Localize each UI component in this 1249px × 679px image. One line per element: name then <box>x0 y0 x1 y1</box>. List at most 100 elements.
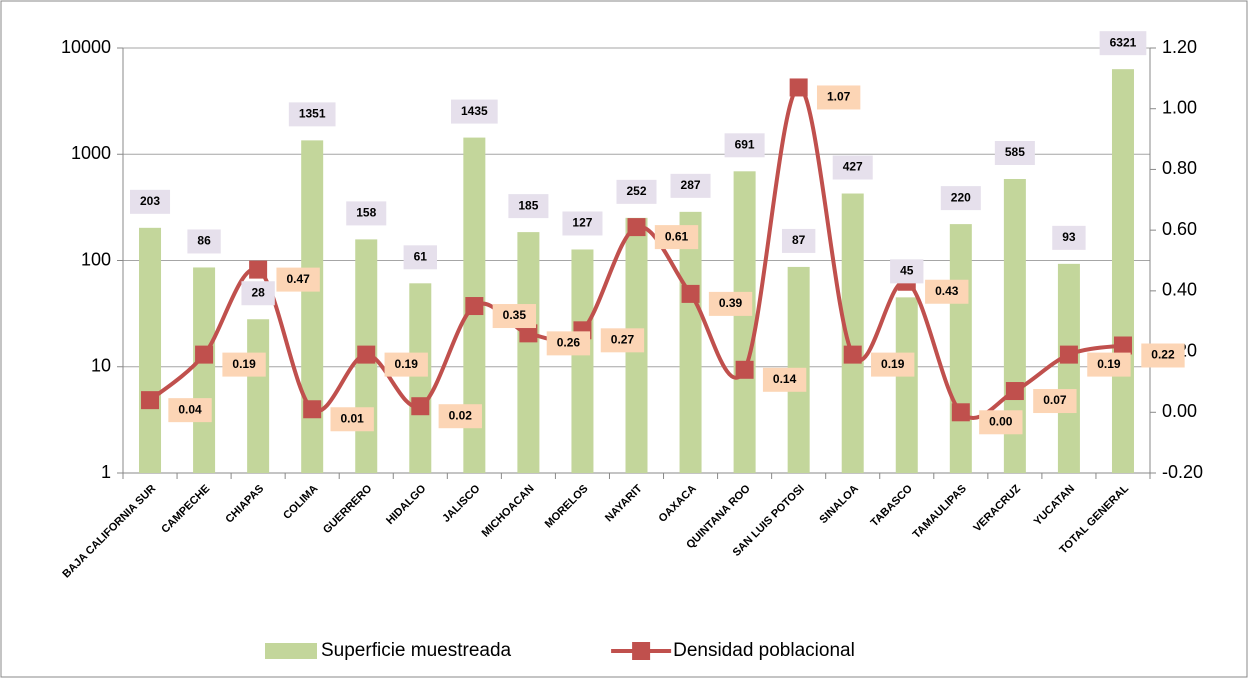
line-label-box <box>438 404 482 429</box>
line-label-box <box>330 407 374 432</box>
marker <box>141 391 160 410</box>
line-label: 0.19 <box>881 357 905 371</box>
bar-label-box <box>450 99 498 124</box>
line-label: 0.47 <box>286 272 310 286</box>
bar-label: 45 <box>900 264 914 278</box>
bar <box>1111 69 1134 474</box>
bar-label-box <box>1099 31 1147 56</box>
bar <box>1057 263 1080 473</box>
bar-label-box <box>187 229 221 254</box>
bar-label-box <box>130 189 171 214</box>
line-label-box <box>1141 343 1185 368</box>
bar-label: 6321 <box>1110 35 1137 49</box>
bar-label: 127 <box>572 216 592 230</box>
marker <box>195 345 214 364</box>
bar <box>841 193 864 474</box>
line-label-box <box>871 352 915 377</box>
line-label-box <box>384 352 428 377</box>
line-label: 0.14 <box>773 372 797 386</box>
bar-label: 87 <box>792 233 806 247</box>
bar <box>301 140 324 474</box>
legend-swatch <box>632 642 651 660</box>
bar-label-box <box>403 245 437 270</box>
bar <box>517 232 540 473</box>
bar <box>949 224 972 473</box>
line-label: 0.27 <box>611 332 635 346</box>
bar <box>679 211 702 474</box>
line-label-box <box>546 331 591 356</box>
line-label: 0.19 <box>1097 357 1121 371</box>
legend-swatch <box>265 643 317 659</box>
legend-label: Densidad poblacional <box>673 640 855 661</box>
line-label: 0.19 <box>395 357 419 371</box>
line-label: 0.00 <box>989 414 1013 428</box>
bar <box>193 267 216 473</box>
line-label: 0.07 <box>1043 393 1067 407</box>
y-tick-label: 10 <box>91 356 111 376</box>
bar-label-box <box>1052 225 1086 250</box>
bar-label-box <box>562 211 603 236</box>
bar-label-box <box>670 173 711 198</box>
marker <box>1005 382 1024 401</box>
bar-label-box <box>724 133 765 158</box>
bar-label: 427 <box>843 160 863 174</box>
line-label: 0.43 <box>935 284 959 298</box>
line-label-box <box>1087 352 1131 377</box>
line-label: 0.01 <box>341 411 365 425</box>
bar <box>139 227 162 473</box>
y2-tick-label: 0.60 <box>1162 219 1197 239</box>
bar <box>895 297 918 473</box>
y2-tick-label: -0.20 <box>1162 462 1203 482</box>
y2-tick-label: 1.20 <box>1162 37 1197 57</box>
marker <box>303 400 322 419</box>
bar <box>733 171 756 473</box>
bar-label: 86 <box>197 234 211 248</box>
line-label: 0.22 <box>1151 348 1175 362</box>
line-label: 0.04 <box>178 402 202 416</box>
bar <box>409 283 432 473</box>
bar-label-box <box>288 102 336 127</box>
bar-label-box <box>781 228 816 253</box>
line-label-box <box>979 410 1023 435</box>
marker <box>465 297 484 316</box>
line-label-box <box>708 291 753 316</box>
line-label: 0.39 <box>719 296 743 310</box>
marker <box>951 403 970 422</box>
bar-label: 28 <box>251 285 265 299</box>
y2-tick-label: 0.80 <box>1162 158 1197 178</box>
marker <box>519 324 538 343</box>
bar-label-box <box>890 259 924 284</box>
bar-label-box <box>994 140 1035 165</box>
line-label: 1.07 <box>827 90 851 104</box>
marker <box>843 345 862 364</box>
bar-label: 158 <box>356 206 376 220</box>
marker <box>789 78 808 97</box>
bar-label: 220 <box>951 190 971 204</box>
marker <box>1113 336 1132 355</box>
bar-label-box <box>832 155 873 180</box>
y2-tick-label: 1.00 <box>1162 97 1197 117</box>
marker <box>1059 345 1078 364</box>
y-tick-label: 1000 <box>71 143 111 163</box>
bar-label: 585 <box>1005 145 1025 159</box>
bar-label-box <box>346 201 387 226</box>
legend-label: Superficie muestreada <box>321 640 512 661</box>
y2-tick-label: 0.00 <box>1162 401 1197 421</box>
line-label: 0.61 <box>665 229 689 243</box>
line-label-box <box>600 328 645 353</box>
line-label-box <box>168 398 212 423</box>
bar-label: 287 <box>681 178 701 192</box>
line-label-box <box>1033 389 1077 414</box>
marker <box>681 284 700 303</box>
marker <box>411 397 430 416</box>
line-label-box <box>222 352 266 377</box>
line-label-box <box>276 267 320 292</box>
bar-label: 1435 <box>461 104 488 118</box>
y-tick-label: 100 <box>81 249 111 269</box>
line-label-box <box>654 225 699 250</box>
line-label: 0.19 <box>232 357 256 371</box>
y2-tick-label: 0.40 <box>1162 280 1197 300</box>
line-label: 0.26 <box>557 336 581 350</box>
line-label-box <box>762 367 807 392</box>
